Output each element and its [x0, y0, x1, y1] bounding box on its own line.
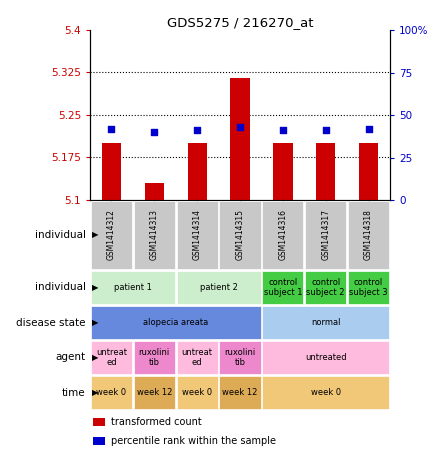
Text: control
subject 2: control subject 2	[307, 278, 345, 297]
Bar	[348, 202, 389, 269]
Bar	[262, 306, 389, 339]
Text: GSM1414312: GSM1414312	[107, 210, 116, 260]
Bar	[134, 202, 175, 269]
Text: control
subject 3: control subject 3	[349, 278, 388, 297]
Bar	[305, 271, 346, 304]
Bar	[134, 376, 175, 409]
Text: ruxolini
tib: ruxolini tib	[139, 348, 170, 367]
Bar	[348, 271, 389, 304]
Text: time: time	[62, 387, 85, 397]
Text: patient 2: patient 2	[200, 283, 237, 292]
Text: week 12: week 12	[223, 388, 258, 397]
Text: untreated: untreated	[305, 353, 346, 362]
Point	[194, 127, 201, 134]
Bar	[93, 437, 105, 445]
Bar	[262, 341, 389, 374]
Bar	[145, 183, 164, 200]
Text: GSM1414315: GSM1414315	[236, 209, 244, 260]
Bar	[93, 418, 105, 426]
Text: untreat
ed: untreat ed	[182, 348, 212, 367]
Bar	[177, 271, 261, 304]
Text: GSM1414316: GSM1414316	[279, 209, 287, 260]
Text: control
subject 1: control subject 1	[264, 278, 302, 297]
Text: normal: normal	[311, 318, 340, 327]
Bar	[91, 271, 175, 304]
Text: patient 1: patient 1	[114, 283, 152, 292]
Text: week 12: week 12	[137, 388, 172, 397]
Text: week 0: week 0	[311, 388, 341, 397]
Bar	[187, 143, 207, 200]
Bar	[273, 143, 293, 200]
Bar	[305, 202, 346, 269]
Text: week 0: week 0	[96, 388, 127, 397]
Bar	[316, 143, 336, 200]
Point	[322, 127, 329, 134]
Bar	[359, 143, 378, 200]
Text: ▶: ▶	[92, 388, 99, 397]
Bar	[134, 341, 175, 374]
Text: untreat
ed: untreat ed	[96, 348, 127, 367]
Text: individual: individual	[35, 230, 85, 240]
Bar	[177, 341, 218, 374]
Text: ruxolini
tib: ruxolini tib	[224, 348, 256, 367]
Point	[237, 123, 244, 130]
Bar	[262, 376, 389, 409]
Point	[279, 127, 286, 134]
Bar	[262, 271, 304, 304]
Text: disease state: disease state	[16, 318, 85, 328]
Bar	[91, 306, 261, 339]
Text: individual: individual	[35, 283, 85, 293]
Text: GSM1414317: GSM1414317	[321, 209, 330, 260]
Bar	[177, 376, 218, 409]
Text: alopecia areata: alopecia areata	[143, 318, 208, 327]
Text: ▶: ▶	[92, 318, 99, 327]
Text: ▶: ▶	[92, 353, 99, 362]
Text: GSM1414318: GSM1414318	[364, 210, 373, 260]
Text: GSM1414313: GSM1414313	[150, 209, 159, 260]
Text: transformed count: transformed count	[111, 417, 202, 427]
Point	[365, 125, 372, 132]
Bar	[219, 202, 261, 269]
Text: ▶: ▶	[92, 283, 99, 292]
Bar	[91, 202, 132, 269]
Bar	[230, 78, 250, 200]
Text: ▶: ▶	[92, 231, 99, 240]
Bar	[91, 376, 132, 409]
Text: agent: agent	[56, 352, 85, 362]
Bar	[102, 143, 121, 200]
Bar	[219, 341, 261, 374]
Text: percentile rank within the sample: percentile rank within the sample	[111, 436, 276, 446]
Text: GSM1414314: GSM1414314	[193, 209, 201, 260]
Point	[151, 128, 158, 135]
Bar	[262, 202, 304, 269]
Bar	[91, 341, 132, 374]
Title: GDS5275 / 216270_at: GDS5275 / 216270_at	[167, 16, 313, 29]
Bar	[177, 202, 218, 269]
Bar	[219, 376, 261, 409]
Point	[108, 125, 115, 132]
Text: week 0: week 0	[182, 388, 212, 397]
